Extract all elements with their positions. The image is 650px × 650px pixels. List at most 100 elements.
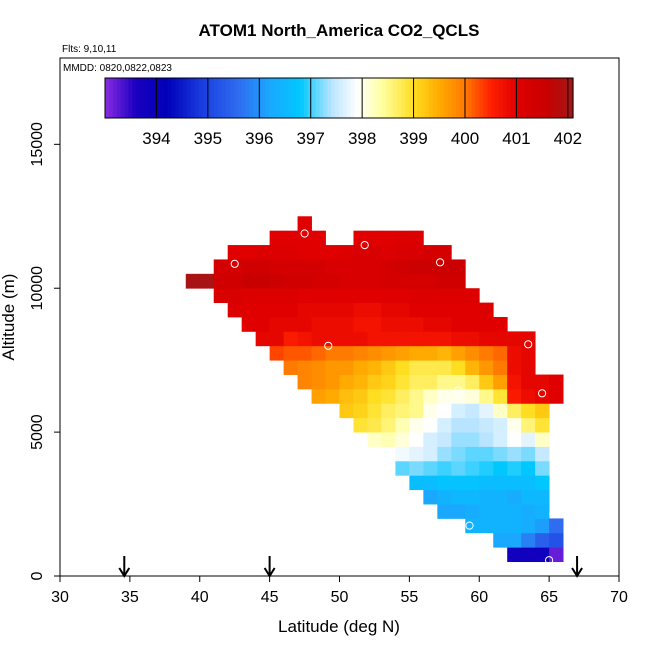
heatmap-cell: [465, 288, 480, 304]
heatmap-cell: [297, 302, 312, 318]
heatmap-cell: [437, 374, 452, 390]
x-tick-label: 55: [400, 589, 418, 606]
heatmap-cell: [255, 302, 271, 318]
heatmap-cell: [311, 230, 326, 246]
heatmap-cell: [353, 230, 368, 246]
heatmap-cell: [465, 403, 480, 419]
heatmap-cell: [507, 331, 522, 347]
colorbar-segment: [264, 78, 270, 118]
sample-marker: [465, 521, 474, 530]
heatmap-cell: [381, 245, 396, 260]
heatmap-cell: [507, 532, 522, 548]
colorbar-tick-label: 400: [451, 129, 479, 148]
colorbar-segment: [385, 78, 391, 118]
colorbar-segment: [444, 78, 449, 118]
heatmap-cell: [451, 317, 466, 332]
x-tick-label: 65: [540, 589, 558, 606]
colorbar-segment: [229, 78, 235, 118]
colorbar-segment: [440, 78, 445, 118]
heatmap-cell: [227, 288, 243, 304]
sample-marker: [545, 556, 554, 565]
heatmap-cell: [353, 374, 368, 390]
colorbar-segment: [163, 78, 168, 118]
heatmap-cell: [297, 374, 312, 390]
heatmap-cell: [409, 417, 424, 433]
x-tick-label: 40: [191, 589, 209, 606]
heatmap-cell: [409, 345, 424, 361]
heatmap-cell: [549, 388, 564, 404]
heatmap-cell: [479, 489, 494, 505]
heatmap-cell: [269, 302, 285, 318]
colorbar-segment: [120, 78, 126, 118]
colorbar-segment: [374, 78, 379, 118]
heatmap-cell: [493, 345, 508, 361]
colorbar-segment: [339, 78, 344, 118]
heatmap-cell: [367, 288, 382, 304]
heatmap-cell: [353, 302, 368, 318]
heatmap-cell: [521, 460, 536, 476]
heatmap-cell: [451, 446, 466, 462]
colorbar-segment: [225, 78, 231, 118]
heatmap-cell: [521, 504, 536, 519]
heatmap-cell: [381, 345, 396, 361]
heatmap-cell: [437, 388, 452, 404]
colorbar-segment: [194, 78, 200, 118]
heatmap-cell: [493, 374, 508, 390]
heatmap-cell: [395, 388, 410, 404]
heatmap-cell: [367, 345, 382, 361]
sample-marker: [230, 259, 239, 268]
heatmap-cell: [479, 317, 494, 332]
heatmap-cell: [507, 345, 522, 361]
colorbar-segment: [354, 78, 360, 118]
heatmap-cell: [339, 317, 354, 332]
heatmap-cell: [283, 230, 298, 246]
heatmap-cell: [465, 460, 480, 476]
heatmap-cell: [535, 432, 550, 447]
heatmap-cell: [381, 417, 396, 433]
heatmap-cell: [297, 360, 312, 375]
heatmap-cell: [479, 360, 494, 375]
colorbar-segment: [327, 78, 332, 118]
heatmap-cell: [381, 403, 396, 419]
colorbar-segment: [432, 78, 438, 118]
heatmap-cell: [437, 403, 452, 419]
heatmap-cell: [255, 331, 271, 347]
heatmap-cell: [437, 317, 452, 332]
colorbar-segment: [424, 78, 430, 118]
colorbar-segment: [186, 78, 192, 118]
heatmap-cell: [479, 446, 494, 462]
sample-markers: [181, 229, 558, 565]
colorbar-tick-label: 394: [142, 129, 170, 148]
heatmap-cell: [535, 547, 550, 563]
heatmap-cell: [521, 374, 536, 390]
heatmap-cell: [269, 245, 285, 260]
heatmap-cell: [535, 532, 550, 548]
heatmap-cell: [409, 245, 424, 260]
arrow-head: [118, 567, 131, 578]
heatmap-cell: [227, 259, 243, 275]
heatmap-cell: [437, 288, 452, 304]
heatmap-cell: [437, 504, 452, 519]
heatmap-cell: [409, 230, 424, 246]
heatmap-cell: [479, 432, 494, 447]
heatmap-cell: [409, 360, 424, 375]
heatmap-cell: [255, 273, 271, 289]
colorbar-segment: [198, 78, 204, 118]
heatmap-cell: [339, 302, 354, 318]
heatmap-cell: [395, 331, 410, 347]
heatmap-cell: [395, 432, 410, 447]
heatmap-cell: [437, 446, 452, 462]
heatmap-cell: [241, 259, 257, 275]
heatmap-cell: [507, 518, 522, 534]
colorbar-segment: [136, 78, 141, 118]
heatmap-cell: [451, 345, 466, 361]
heatmap-cell: [409, 331, 424, 347]
heatmap-cell: [297, 230, 312, 246]
heatmap-cell: [493, 518, 508, 534]
colorbar-segment: [545, 78, 551, 118]
heatmap-cell: [521, 532, 536, 548]
colorbar-segment: [362, 78, 367, 118]
heatmap-cell: [451, 302, 466, 318]
heatmap-cell: [339, 245, 354, 260]
